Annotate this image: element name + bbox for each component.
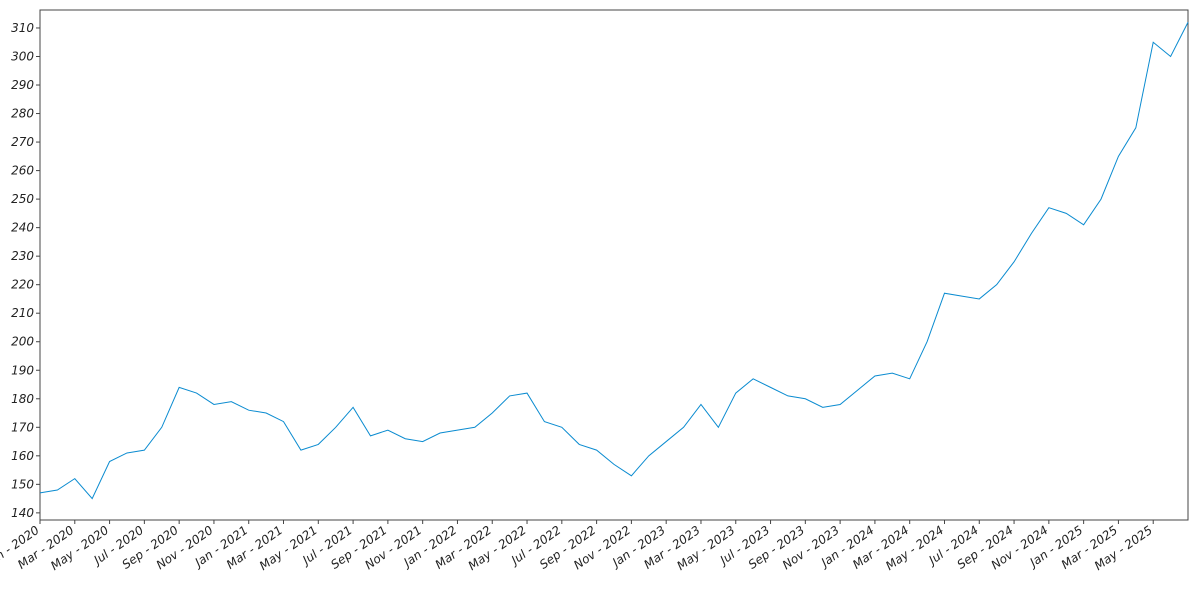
line-series (39, 22, 1189, 500)
y-tick-label: 280 (11, 107, 34, 121)
y-tick-label: 260 (11, 164, 34, 178)
y-tick-label: 220 (11, 278, 34, 292)
y-tick-label: 230 (11, 249, 34, 263)
y-tick-label: 210 (11, 306, 34, 320)
y-tick-label: 160 (11, 449, 34, 463)
y-tick-label: 170 (11, 420, 34, 434)
y-tick-label: 180 (11, 392, 34, 406)
y-tick-label: 140 (11, 506, 34, 520)
y-tick-label: 310 (11, 21, 34, 35)
plot-frame (39, 9, 1189, 521)
y-tick-label: 290 (11, 78, 34, 92)
y-tick-label: 200 (11, 335, 34, 349)
y-tick-label: 250 (11, 192, 34, 206)
y-tick-label: 300 (11, 49, 34, 63)
y-tick-label: 270 (11, 135, 34, 149)
y-tick-label: 190 (11, 363, 34, 377)
y-tick-label: 240 (11, 221, 34, 235)
y-tick-label: 150 (11, 477, 34, 491)
